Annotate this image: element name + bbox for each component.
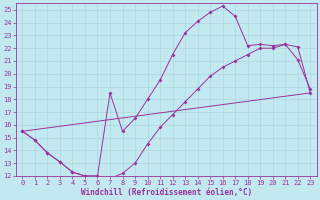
X-axis label: Windchill (Refroidissement éolien,°C): Windchill (Refroidissement éolien,°C) <box>81 188 252 197</box>
